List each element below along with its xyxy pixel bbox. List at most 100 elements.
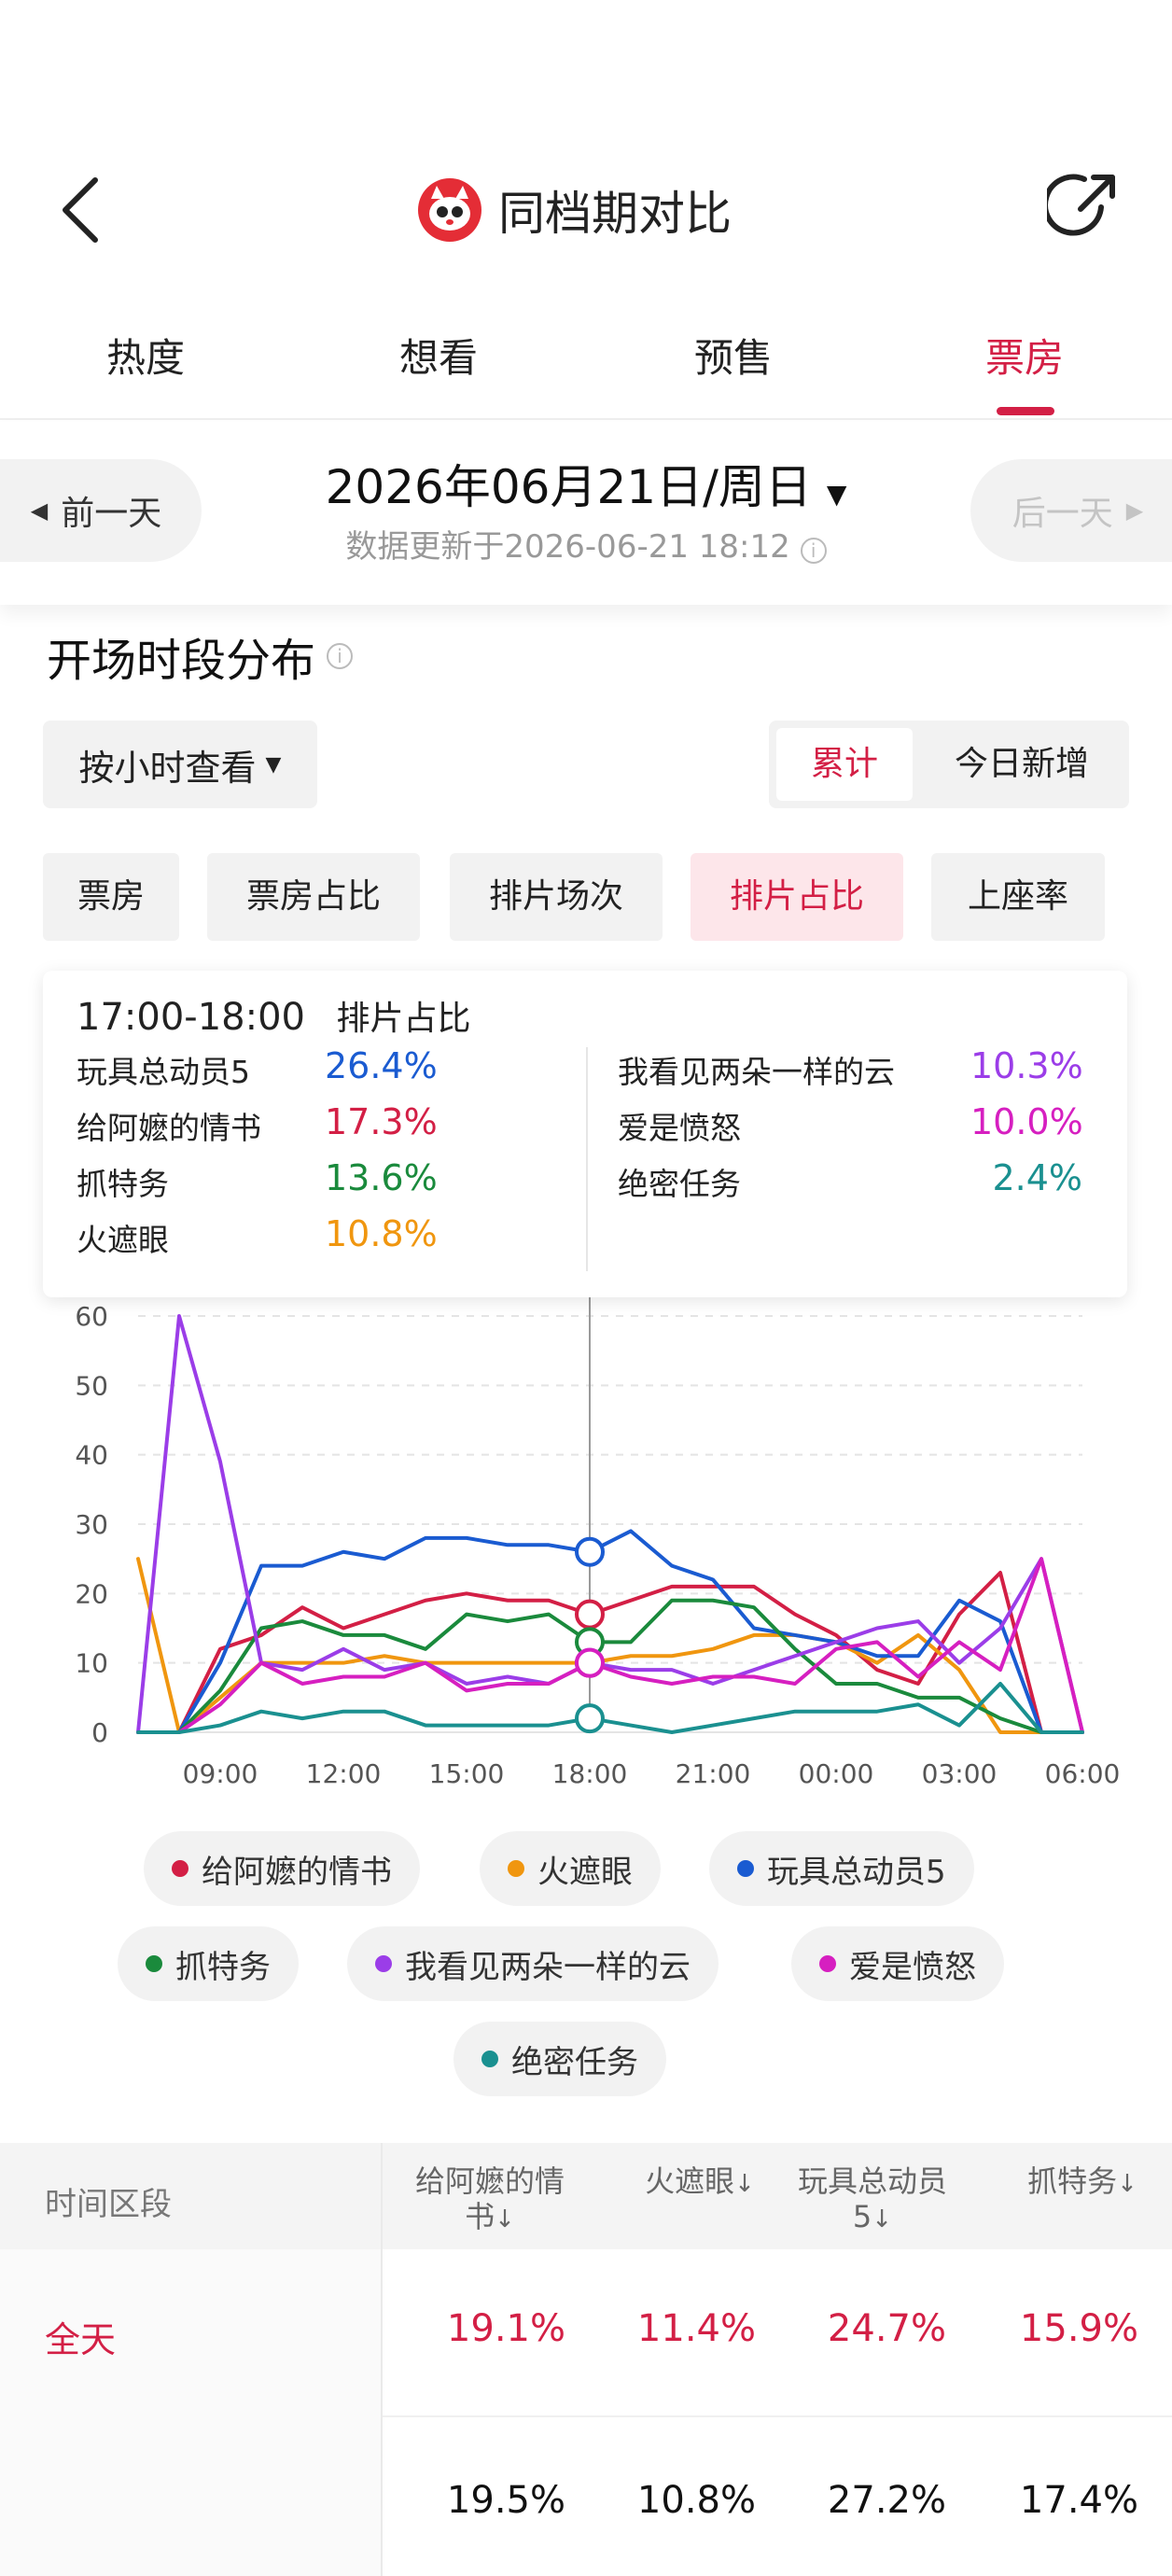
legend-item[interactable]: 玩具总动员5: [709, 1831, 974, 1906]
tooltip-item-name: 给阿嬷的情书: [77, 1110, 261, 1146]
tooltip-item-name: 绝密任务: [618, 1166, 741, 1202]
series-line: [136, 1557, 1084, 1734]
table-row-divider: [383, 2415, 1172, 2417]
table-header-col[interactable]: 玩具总动员5↓: [793, 2163, 952, 2237]
tab-presale[interactable]: 预售: [693, 335, 773, 381]
tab-active-indicator: [997, 407, 1054, 415]
tab-want[interactable]: 想看: [398, 335, 478, 381]
x-tick-label: 21:00: [676, 1758, 751, 1789]
table-header-col[interactable]: 抓特务↓: [1017, 2163, 1148, 2202]
table-cell: 15.9%: [1019, 2307, 1138, 2350]
y-tick-label: 30: [75, 1509, 108, 1540]
highlight-point: [575, 1599, 605, 1630]
tooltip-item-name: 我看见两朵一样的云: [618, 1054, 895, 1090]
caret-left-icon: ◀: [30, 497, 49, 524]
legend-dot: [375, 1955, 392, 1972]
legend-item[interactable]: 我看见两朵一样的云: [347, 1926, 719, 2001]
section-title-label: 开场时段分布: [47, 635, 316, 687]
y-tick-label: 20: [75, 1578, 108, 1609]
legend-item[interactable]: 爱是愤怒: [791, 1926, 1004, 2001]
tooltip-item-value: 10.3%: [970, 1045, 1083, 1086]
tooltip-metric: 排片占比: [336, 1000, 471, 1038]
info-icon[interactable]: i: [327, 643, 354, 669]
x-tick-label: 18:00: [552, 1758, 628, 1789]
update-time-label: 数据更新于2026-06-21 18:12: [345, 528, 790, 566]
toggle-cumulative[interactable]: 累计: [776, 728, 913, 801]
sort-arrow-icon: ↓: [495, 2205, 515, 2233]
back-arrow-icon[interactable]: [56, 173, 112, 247]
hour-view-label: 按小时查看: [78, 747, 257, 789]
legend-item[interactable]: 抓特务: [118, 1926, 299, 2001]
legend-item[interactable]: 给阿嬷的情书: [144, 1831, 420, 1906]
next-day-button[interactable]: 后一天 ▶: [970, 459, 1172, 562]
line-chart[interactable]: 0 10 20 30 40 50 60 09:00 12:00 15:00 18:00 21:00 00…: [0, 1288, 1172, 1811]
legend-dot: [508, 1860, 524, 1877]
share-icon[interactable]: [1042, 168, 1122, 243]
toggle-today-new[interactable]: 今日新增: [954, 745, 1089, 783]
legend-dot: [146, 1955, 162, 1972]
table-col-divider: [381, 2143, 383, 2576]
tooltip-item-name: 抓特务: [77, 1166, 169, 1202]
legend-label: 给阿嬷的情书: [202, 1853, 392, 1891]
metric-occupancy[interactable]: 上座率: [931, 853, 1105, 941]
table-header-col[interactable]: 给阿嬷的情书↓: [411, 2163, 569, 2237]
table-header-time: 时间区段: [45, 2186, 172, 2223]
legend-item[interactable]: 绝密任务: [453, 2022, 666, 2096]
tab-boxoffice[interactable]: 票房: [984, 335, 1064, 381]
tooltip-item-value: 26.4%: [325, 1045, 438, 1086]
share-table: 时间区段 给阿嬷的情书↓ 火遮眼↓ 玩具总动员5↓ 抓特务↓ 全天 19.1% …: [0, 2143, 1172, 2576]
legend-dot: [481, 2051, 498, 2067]
date-selector[interactable]: 2026年06月21日/周日 ▼: [0, 450, 1172, 517]
legend-label: 绝密任务: [511, 2043, 638, 2081]
series-line: [136, 1314, 1084, 1734]
x-tick-label: 09:00: [183, 1758, 258, 1789]
sort-arrow-icon: ↓: [872, 2205, 893, 2233]
legend-label: 火遮眼: [537, 1853, 633, 1891]
x-tick-label: 03:00: [922, 1758, 998, 1789]
series-line: [136, 1681, 1084, 1734]
legend-label: 我看见两朵一样的云: [405, 1948, 691, 1986]
legend-label: 爱是愤怒: [849, 1948, 976, 1986]
tooltip-item-name: 火遮眼: [77, 1222, 169, 1258]
col-label: 给阿嬷的情书: [414, 2163, 565, 2234]
metric-showing-share[interactable]: 排片占比: [691, 853, 903, 941]
series-line: [136, 1529, 1084, 1734]
tooltip-item-value: 17.3%: [325, 1101, 438, 1142]
header-bar: 同档期对比: [0, 140, 1172, 280]
y-tick-label: 10: [75, 1648, 108, 1679]
date-bar: ◀ 前一天 2026年06月21日/周日 ▼ 数据更新于2026-06-21 1…: [0, 422, 1172, 605]
legend-label: 玩具总动员5: [767, 1853, 946, 1891]
x-tick-label: 06:00: [1045, 1758, 1121, 1789]
highlight-point: [575, 1536, 605, 1567]
maoyan-logo-icon: [418, 178, 481, 242]
tab-bar: 热度 想看 预售 票房: [0, 308, 1172, 420]
highlight-point: [575, 1647, 605, 1678]
section-title: 开场时段分布 i: [47, 623, 354, 689]
table-row-label: 全天: [45, 2319, 117, 2360]
tooltip-divider: [586, 1047, 588, 1271]
caret-down-icon: ▼: [265, 752, 282, 777]
table-cell: 19.1%: [446, 2307, 565, 2350]
prev-day-button[interactable]: ◀ 前一天: [0, 459, 202, 562]
x-tick-label: 12:00: [306, 1758, 382, 1789]
table-header-col[interactable]: 火遮眼↓: [635, 2163, 765, 2202]
tab-heat[interactable]: 热度: [105, 335, 185, 381]
highlight-point: [575, 1703, 605, 1734]
tooltip-slot: 17:00-18:00: [77, 996, 305, 1039]
date-label: 2026年06月21日/周日: [325, 460, 812, 514]
hour-view-dropdown[interactable]: 按小时查看 ▼: [43, 721, 317, 808]
info-icon[interactable]: i: [800, 538, 827, 564]
legend-dot: [172, 1860, 188, 1877]
table-cell: 27.2%: [827, 2479, 946, 2522]
metric-boxoffice-share[interactable]: 票房占比: [207, 853, 420, 941]
series-line: [136, 1557, 1084, 1734]
metric-boxoffice[interactable]: 票房: [43, 853, 179, 941]
metric-showings[interactable]: 排片场次: [450, 853, 663, 941]
table-cell: 11.4%: [636, 2307, 756, 2350]
table-cell: 19.5%: [446, 2479, 565, 2522]
prev-day-label: 前一天: [61, 495, 162, 533]
legend-item[interactable]: 火遮眼: [480, 1831, 661, 1906]
col-label: 火遮眼: [645, 2163, 735, 2199]
legend-dot: [737, 1860, 754, 1877]
x-tick-label: 15:00: [429, 1758, 505, 1789]
